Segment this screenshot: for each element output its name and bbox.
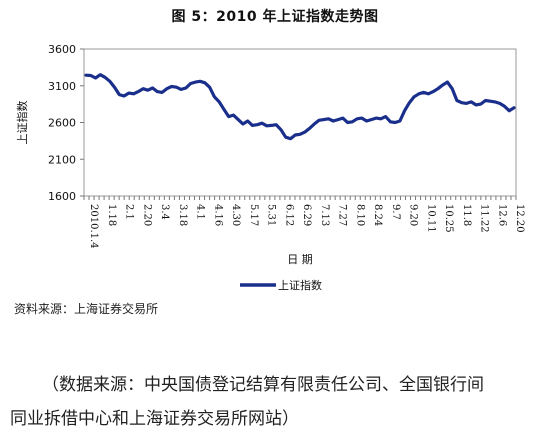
y-tick-label: 3100: [48, 80, 76, 93]
x-tick-label: 2.20: [141, 204, 152, 226]
x-tick-label: 3.4: [159, 204, 170, 220]
x-tick-label: 2010.1.4: [88, 204, 99, 249]
y-tick-label: 2100: [48, 153, 76, 166]
x-tick-label: 4.1: [195, 204, 206, 220]
x-tick-label: 11.22: [479, 204, 490, 233]
x-tick-label: 3.18: [177, 204, 188, 226]
x-tick-label: 4.30: [230, 204, 241, 226]
legend-label: 上证指数: [278, 278, 322, 292]
x-tick-label: 7.13: [319, 204, 330, 226]
y-tick-label: 1600: [48, 190, 76, 203]
x-tick-label: 6.12: [283, 204, 294, 226]
y-tick-label: 2600: [48, 117, 76, 130]
x-axis-label: 日 期: [287, 253, 313, 266]
line-chart: 1600 2100 2600 3100 3600 上证指数 2010.1.4 1.18 2.1 2…: [15, 43, 525, 292]
x-tick-label: 12.6: [496, 204, 507, 226]
x-tick-label: 10.25: [443, 204, 454, 233]
series-line: [84, 73, 516, 141]
x-tick-label: 1.18: [106, 204, 117, 226]
x-tick-label: 11.8: [461, 204, 472, 226]
footnote-line-1: （数据来源：中央国债登记结算有限责任公司、全国银行间: [42, 375, 484, 395]
x-tick-label: 2.1: [124, 204, 135, 220]
x-tick-label: 4.16: [212, 204, 223, 226]
x-tick-label: 5.31: [266, 204, 277, 226]
x-tick-label: 6.29: [301, 204, 312, 226]
x-tick-label: 8.10: [354, 204, 365, 226]
x-tick-label: 9.7: [390, 204, 401, 220]
chart-title: 图 5：2010 年上证指数走势图: [171, 9, 379, 25]
footnote-line-2: 同业拆借中心和上海证券交易所网站）: [10, 409, 299, 429]
x-tick-label: 9.20: [408, 204, 419, 226]
y-axis-label: 上证指数: [15, 101, 29, 145]
x-tick-label: 7.27: [337, 204, 348, 226]
x-tick-label: 12.20: [514, 204, 525, 233]
x-tick-label: 8.24: [372, 204, 383, 226]
x-tick-label: 10.11: [425, 204, 436, 233]
plot-area: [83, 48, 517, 197]
y-tick-label: 3600: [48, 43, 76, 56]
x-tick-label: 5.17: [248, 204, 259, 226]
source-note: 资料来源：上海证券交易所: [14, 302, 159, 316]
